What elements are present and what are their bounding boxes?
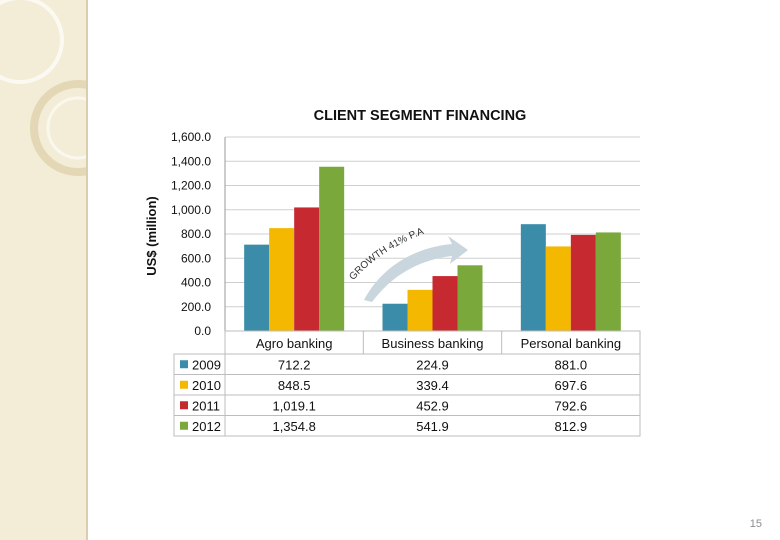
bar-2010-personal-banking — [545, 246, 571, 331]
bar-2010-agro-banking — [269, 228, 295, 331]
legend-label: 2012 — [192, 419, 221, 434]
y-tick-label: 1,400.0 — [171, 154, 211, 168]
legend-label: 2011 — [192, 398, 220, 413]
y-tick-label: 1,000.0 — [171, 203, 211, 217]
data-label: 697.6 — [555, 378, 588, 393]
y-axis-label: US$ (million) — [144, 196, 159, 275]
y-axis-ticks: 0.0 200.0 400.0 600.0 800.0 1,000.0 1,200.0 1,4… — [171, 130, 211, 338]
data-label: 792.6 — [555, 398, 588, 413]
category-label: Business banking — [382, 336, 484, 351]
bar-2011-business-banking — [432, 276, 458, 331]
legend-swatch-2012 — [180, 421, 188, 430]
growth-arrow-shape — [364, 236, 468, 302]
ornament-circle-middle — [30, 80, 86, 176]
legend-swatch-2009 — [180, 360, 188, 369]
bar-2009-business-banking — [382, 303, 408, 331]
bar-2009-personal-banking — [520, 224, 546, 331]
y-tick-label: 600.0 — [181, 251, 211, 265]
data-label: 339.4 — [416, 378, 449, 393]
legend-swatch-2011 — [180, 401, 188, 410]
y-tick-label: 1,200.0 — [171, 179, 211, 193]
data-table: Agro banking Business banking Personal ban… — [173, 330, 641, 437]
ornament-circle-top — [0, 0, 64, 84]
y-tick-label: 0.0 — [194, 324, 211, 338]
data-label: 541.9 — [416, 419, 449, 434]
bar-2012-personal-banking — [595, 232, 621, 331]
bar-2011-personal-banking — [570, 234, 596, 331]
category-label: Agro banking — [256, 336, 333, 351]
y-tick-label: 800.0 — [181, 227, 211, 241]
data-label: 1,019.1 — [272, 398, 315, 413]
data-label: 848.5 — [278, 378, 311, 393]
page-number: 15 — [749, 518, 762, 530]
data-label: 881.0 — [555, 357, 588, 372]
data-label: 452.9 — [416, 398, 449, 413]
legend-label: 2010 — [192, 378, 221, 393]
y-tick-label: 400.0 — [181, 276, 211, 290]
category-label: Personal banking — [521, 336, 621, 351]
y-tick-label: 1,600.0 — [171, 130, 211, 144]
ornament-circle-inner — [46, 96, 86, 160]
table-row — [173, 415, 641, 437]
y-tick-label: 200.0 — [181, 300, 211, 314]
bar-2012-business-banking — [457, 265, 483, 331]
bar-2012-agro-banking — [319, 166, 345, 331]
data-label: 812.9 — [555, 419, 588, 434]
legend-swatch-2010 — [180, 380, 188, 389]
decorative-sidebar — [0, 0, 88, 540]
bar-2010-business-banking — [407, 289, 433, 331]
data-label: 224.9 — [416, 357, 449, 372]
bar-2011-agro-banking — [294, 207, 320, 331]
bar-2009-agro-banking — [244, 244, 270, 331]
data-label: 1,354.8 — [272, 419, 315, 434]
legend-label: 2009 — [192, 357, 221, 372]
sidebar-ornament — [0, 0, 86, 176]
chart-title: CLIENT SEGMENT FINANCING — [314, 108, 527, 124]
bar-series — [244, 166, 621, 331]
data-label: 712.2 — [278, 357, 311, 372]
